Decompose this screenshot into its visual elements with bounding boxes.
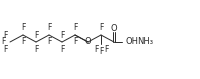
Text: F: F — [94, 46, 98, 55]
Text: F: F — [60, 30, 64, 40]
Text: F: F — [3, 44, 7, 53]
Text: F: F — [73, 23, 77, 32]
Text: F: F — [60, 44, 64, 53]
Text: F: F — [1, 38, 5, 47]
Text: F: F — [3, 30, 7, 40]
Text: F: F — [34, 30, 38, 40]
Text: NH₃: NH₃ — [137, 38, 153, 47]
Text: O: O — [85, 38, 91, 47]
Text: O: O — [111, 24, 117, 33]
Text: F: F — [34, 44, 38, 53]
Text: OH: OH — [126, 38, 139, 47]
Text: F: F — [104, 44, 108, 53]
Text: F: F — [21, 23, 25, 32]
Text: F: F — [73, 38, 77, 47]
Text: F: F — [99, 23, 103, 32]
Text: F: F — [99, 47, 103, 56]
Text: F: F — [47, 38, 51, 47]
Text: F: F — [47, 23, 51, 32]
Text: F: F — [21, 38, 25, 47]
